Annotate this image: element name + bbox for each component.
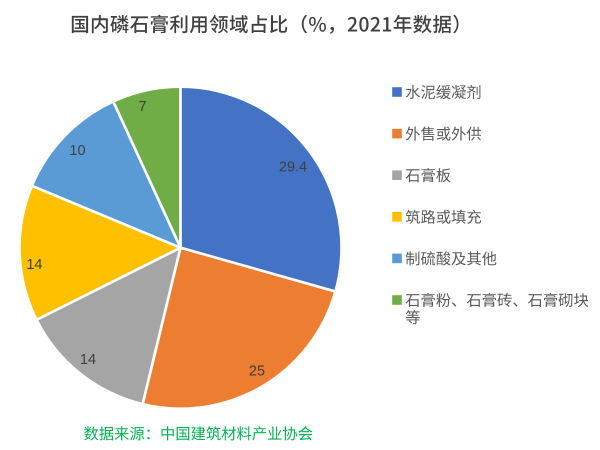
svg-text:10: 10 [69,143,85,159]
svg-text:14: 14 [26,257,42,273]
svg-text:7: 7 [138,99,146,115]
svg-text:14: 14 [80,352,96,368]
svg-text:25: 25 [249,364,265,380]
svg-text:29.4: 29.4 [279,160,307,176]
